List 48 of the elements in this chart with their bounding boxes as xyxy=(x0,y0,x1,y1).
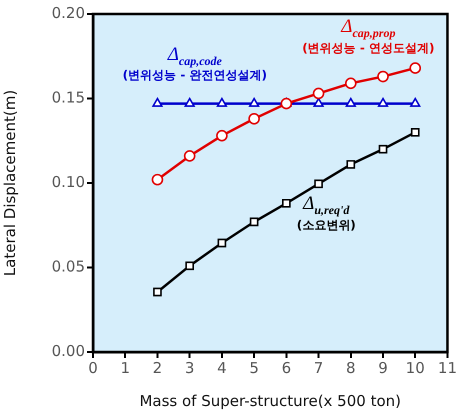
point xyxy=(184,150,196,162)
point xyxy=(248,98,260,107)
y-tick-label: 0.15 xyxy=(52,88,85,106)
point xyxy=(344,77,357,90)
series-label: Δ$_{u,req'd}$ (소요변위) xyxy=(296,192,356,234)
point xyxy=(216,130,228,142)
x-tick-label: 5 xyxy=(249,358,259,377)
point xyxy=(410,128,420,137)
x-tick-label: 2 xyxy=(152,358,162,377)
x-tick-label: 0 xyxy=(88,358,98,377)
x-tick-label: 10 xyxy=(406,358,425,377)
series-label: Δ$_{cap,code}$ (변위성능 - 완전연성설계) xyxy=(122,42,267,84)
y-tick-label: 0.05 xyxy=(52,257,85,276)
point xyxy=(280,98,292,110)
point xyxy=(410,98,420,107)
point xyxy=(184,98,195,107)
point xyxy=(346,160,356,169)
point xyxy=(153,288,162,296)
x-tick-label: 1 xyxy=(120,358,130,377)
point xyxy=(282,198,291,208)
point xyxy=(313,98,324,107)
x-tick-label: 4 xyxy=(217,358,227,377)
point xyxy=(250,218,258,226)
x-tick-label: 8 xyxy=(346,358,356,377)
point xyxy=(152,174,164,186)
y-tick-label: 0.00 xyxy=(52,342,85,360)
x-tick-label: 7 xyxy=(314,358,324,377)
point xyxy=(185,261,194,270)
point xyxy=(377,70,389,82)
x-tick-label: 3 xyxy=(184,358,194,377)
point xyxy=(378,98,388,107)
point xyxy=(409,62,422,74)
x-tick-label: 11 xyxy=(438,358,458,377)
x-tick-label: 6 xyxy=(282,358,292,377)
point xyxy=(248,112,260,125)
series-label: Δ$_{cap,prop}$ (변위성능 - 연성도설계) xyxy=(302,15,435,56)
point xyxy=(378,144,388,154)
point xyxy=(152,98,163,107)
point xyxy=(312,88,324,100)
y-axis-title: Lateral Displacement(m) xyxy=(0,90,19,276)
x-axis-title: Mass of Super-structure(x 500 ton) xyxy=(139,392,401,410)
point xyxy=(346,98,356,107)
point xyxy=(216,98,228,107)
y-tick-label: 0.20 xyxy=(52,4,85,22)
x-tick-label: 9 xyxy=(378,358,388,377)
y-tick-label: 0.10 xyxy=(52,172,85,191)
point xyxy=(314,180,323,188)
point xyxy=(218,238,226,248)
